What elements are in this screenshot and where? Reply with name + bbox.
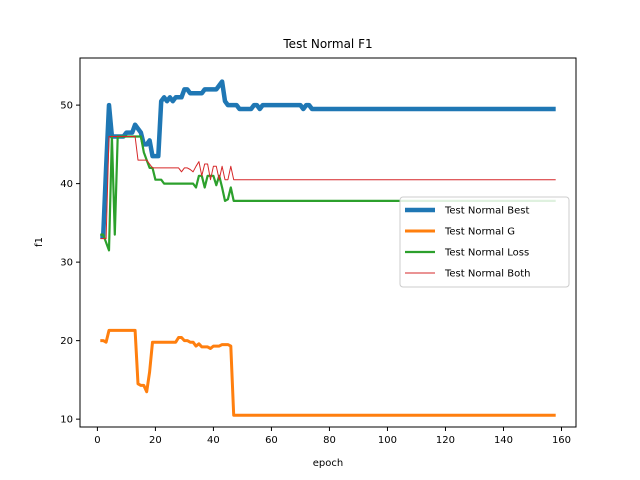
- series-line-4: [100, 136, 556, 240]
- legend: Test Normal Best Test Normal G Test Normal…: [399, 196, 570, 288]
- chart-title: Test Normal F1: [282, 37, 372, 51]
- x-tick-label: 40: [207, 435, 220, 446]
- x-tick-label: 160: [552, 435, 571, 446]
- plot-area: [100, 79, 556, 417]
- x-tick-label: 120: [436, 435, 455, 446]
- x-tick-label: 100: [378, 435, 397, 446]
- y-tick-label: 30: [60, 258, 73, 269]
- series-line-2: [100, 328, 556, 417]
- y-tick-label: 40: [60, 179, 73, 190]
- y-tick-label: 50: [60, 101, 73, 112]
- x-tick-label: 60: [265, 435, 278, 446]
- legend-label: Test Normal Best: [444, 206, 529, 217]
- legend-label: Test Normal Loss: [444, 248, 529, 259]
- x-tick-label: 20: [149, 435, 162, 446]
- series-line-1: [100, 79, 556, 239]
- x-tick-label: 140: [494, 435, 513, 446]
- legend-label: Test Normal Both: [444, 269, 530, 280]
- y-tick-label: 20: [60, 336, 73, 347]
- x-tick-label: 0: [94, 435, 100, 446]
- legend-box: [399, 196, 570, 288]
- y-axis: 10 20 30 40 50: [60, 101, 80, 426]
- y-axis-label: f1: [34, 237, 45, 247]
- x-axis: 0 20 40 60 80 100 120 140 160: [94, 427, 571, 446]
- legend-label: Test Normal G: [444, 227, 515, 238]
- axes-frame: [79, 57, 577, 428]
- y-tick-label: 10: [60, 415, 73, 426]
- x-axis-label: epoch: [313, 458, 343, 469]
- x-tick-label: 80: [323, 435, 336, 446]
